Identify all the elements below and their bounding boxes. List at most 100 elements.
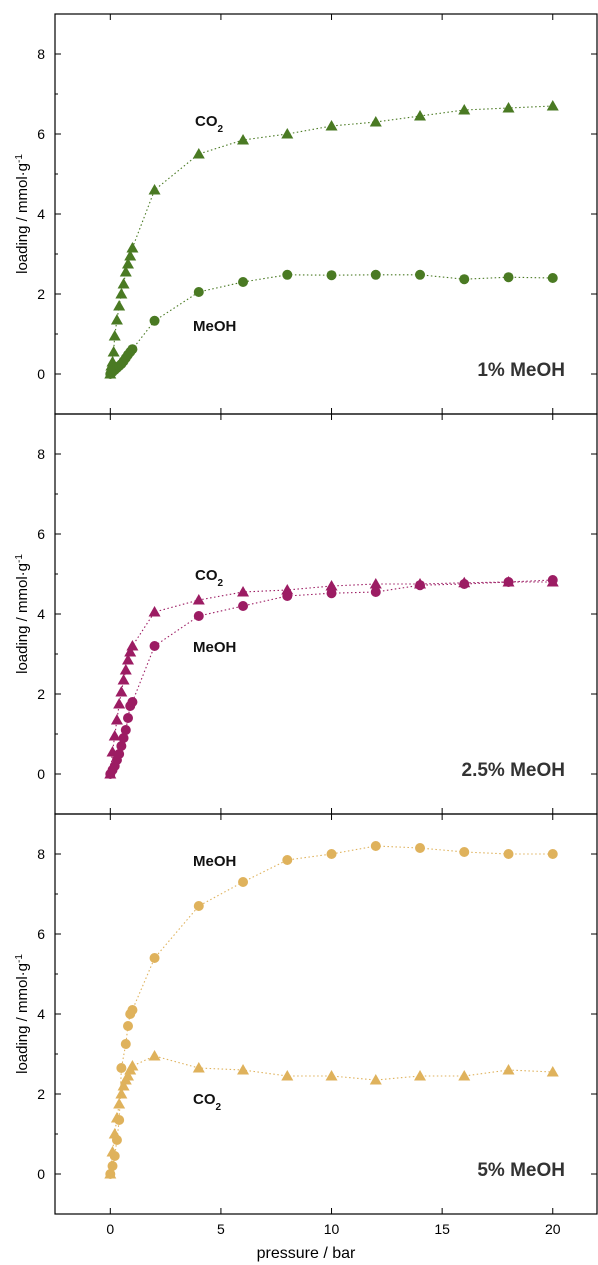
data-point-circle (193, 287, 204, 297)
y-tick-label: 2 (37, 686, 45, 702)
series-line (109, 105, 553, 375)
series-line (109, 845, 553, 1175)
series-label: CO2 (195, 113, 224, 135)
data-point-triangle (281, 128, 294, 139)
series-meoh (105, 269, 558, 379)
data-point-triangle (115, 686, 128, 697)
data-point-circle (120, 1039, 131, 1049)
data-point-triangle (108, 730, 121, 741)
data-point-triangle (113, 698, 126, 709)
data-point-triangle (119, 664, 132, 675)
data-point-circle (370, 269, 381, 280)
data-point-circle (149, 953, 160, 963)
data-point-circle (326, 849, 337, 859)
data-point-triangle (237, 586, 250, 597)
data-point-triangle (108, 1128, 121, 1139)
series-label: MeOH (193, 318, 236, 335)
data-point-triangle (124, 646, 137, 657)
data-point-triangle (369, 1074, 382, 1085)
data-point-circle (149, 315, 160, 326)
data-point-circle (547, 273, 558, 283)
data-point-circle (503, 272, 514, 283)
data-point-triangle (325, 580, 338, 591)
data-point-triangle (119, 266, 132, 277)
data-point-triangle (113, 1098, 126, 1109)
x-tick-label: 15 (434, 1221, 450, 1237)
data-point-triangle (122, 1070, 135, 1081)
data-point-triangle (117, 1080, 130, 1091)
data-point-triangle (117, 278, 130, 289)
y-tick-label: 2 (37, 286, 45, 302)
data-point-triangle (502, 102, 515, 113)
data-point-triangle (192, 148, 205, 159)
data-point-circle (149, 641, 160, 651)
y-tick-label: 8 (37, 846, 45, 862)
data-point-triangle (104, 1168, 117, 1179)
data-point-circle (123, 1021, 134, 1031)
data-point-triangle (148, 184, 161, 195)
series-meoh (105, 841, 558, 1179)
data-point-circle (459, 847, 470, 857)
data-point-triangle (122, 258, 135, 269)
panel-2: 0 2 4 6 8 loading / mmol·g-1 CO2 MeOH 2.5% MeOH (14, 413, 598, 815)
series-line (109, 581, 553, 775)
data-point-triangle (369, 578, 382, 589)
data-point-triangle (546, 1066, 559, 1077)
data-point-triangle (325, 120, 338, 131)
x-tick-label: 10 (324, 1221, 340, 1237)
y-axis-label: loading / mmol·g-1 (14, 154, 32, 274)
data-point-circle (238, 601, 249, 611)
y-tick-label: 6 (37, 126, 45, 142)
y-tick-label: 0 (37, 1166, 45, 1182)
data-point-circle (503, 849, 514, 859)
data-point-triangle (126, 1060, 139, 1071)
data-point-circle (123, 713, 134, 723)
data-point-circle (120, 725, 131, 735)
panel-label: 5% MeOH (477, 1160, 565, 1181)
series-label: MeOH (193, 853, 236, 870)
data-point-circle (114, 749, 125, 759)
data-point-triangle (124, 250, 137, 261)
data-point-circle (193, 611, 204, 621)
y-tick-label: 4 (37, 206, 45, 222)
panel-3: 0 2 4 6 8 0 5 10 15 20 loading / mmol·g-1 pressure … (14, 813, 598, 1262)
data-point-triangle (237, 1064, 250, 1075)
y-axis-label: loading / mmol·g-1 (14, 554, 32, 674)
series-meoh (105, 575, 558, 779)
data-point-triangle (110, 1112, 123, 1123)
data-point-circle (326, 588, 337, 599)
data-point-triangle (502, 1064, 515, 1075)
data-point-triangle (281, 584, 294, 595)
plot-frame (54, 413, 598, 815)
x-tick-label: 20 (545, 1221, 561, 1237)
x-tick-label: 5 (217, 1221, 225, 1237)
data-point-triangle (117, 674, 130, 685)
data-point-triangle (108, 330, 121, 341)
data-point-triangle (414, 110, 427, 121)
series-line (109, 579, 553, 775)
y-tick-label: 2 (37, 1086, 45, 1102)
plot-frame (54, 13, 598, 415)
data-point-triangle (126, 640, 139, 651)
data-point-triangle (110, 314, 123, 325)
data-point-triangle (192, 594, 205, 605)
data-point-triangle (281, 1070, 294, 1081)
data-point-circle (238, 277, 249, 287)
y-tick-label: 8 (37, 446, 45, 462)
data-point-triangle (126, 242, 139, 253)
x-axis-label: pressure / bar (257, 1245, 356, 1262)
data-point-triangle (369, 116, 382, 127)
data-point-circle (547, 849, 558, 859)
data-point-circle (127, 344, 138, 355)
y-tick-label: 4 (37, 1006, 45, 1022)
data-point-triangle (458, 104, 471, 115)
y-tick-label: 0 (37, 766, 45, 782)
data-point-circle (503, 577, 514, 587)
panel-1: 0 2 4 6 8 loading / mmol·g-1 CO2 MeOH 1% MeOH (14, 13, 598, 415)
data-point-circle (459, 579, 470, 589)
y-axis-label: loading / mmol·g-1 (14, 954, 32, 1074)
data-point-circle (282, 855, 293, 865)
data-point-circle (282, 269, 293, 280)
data-point-triangle (110, 714, 123, 725)
